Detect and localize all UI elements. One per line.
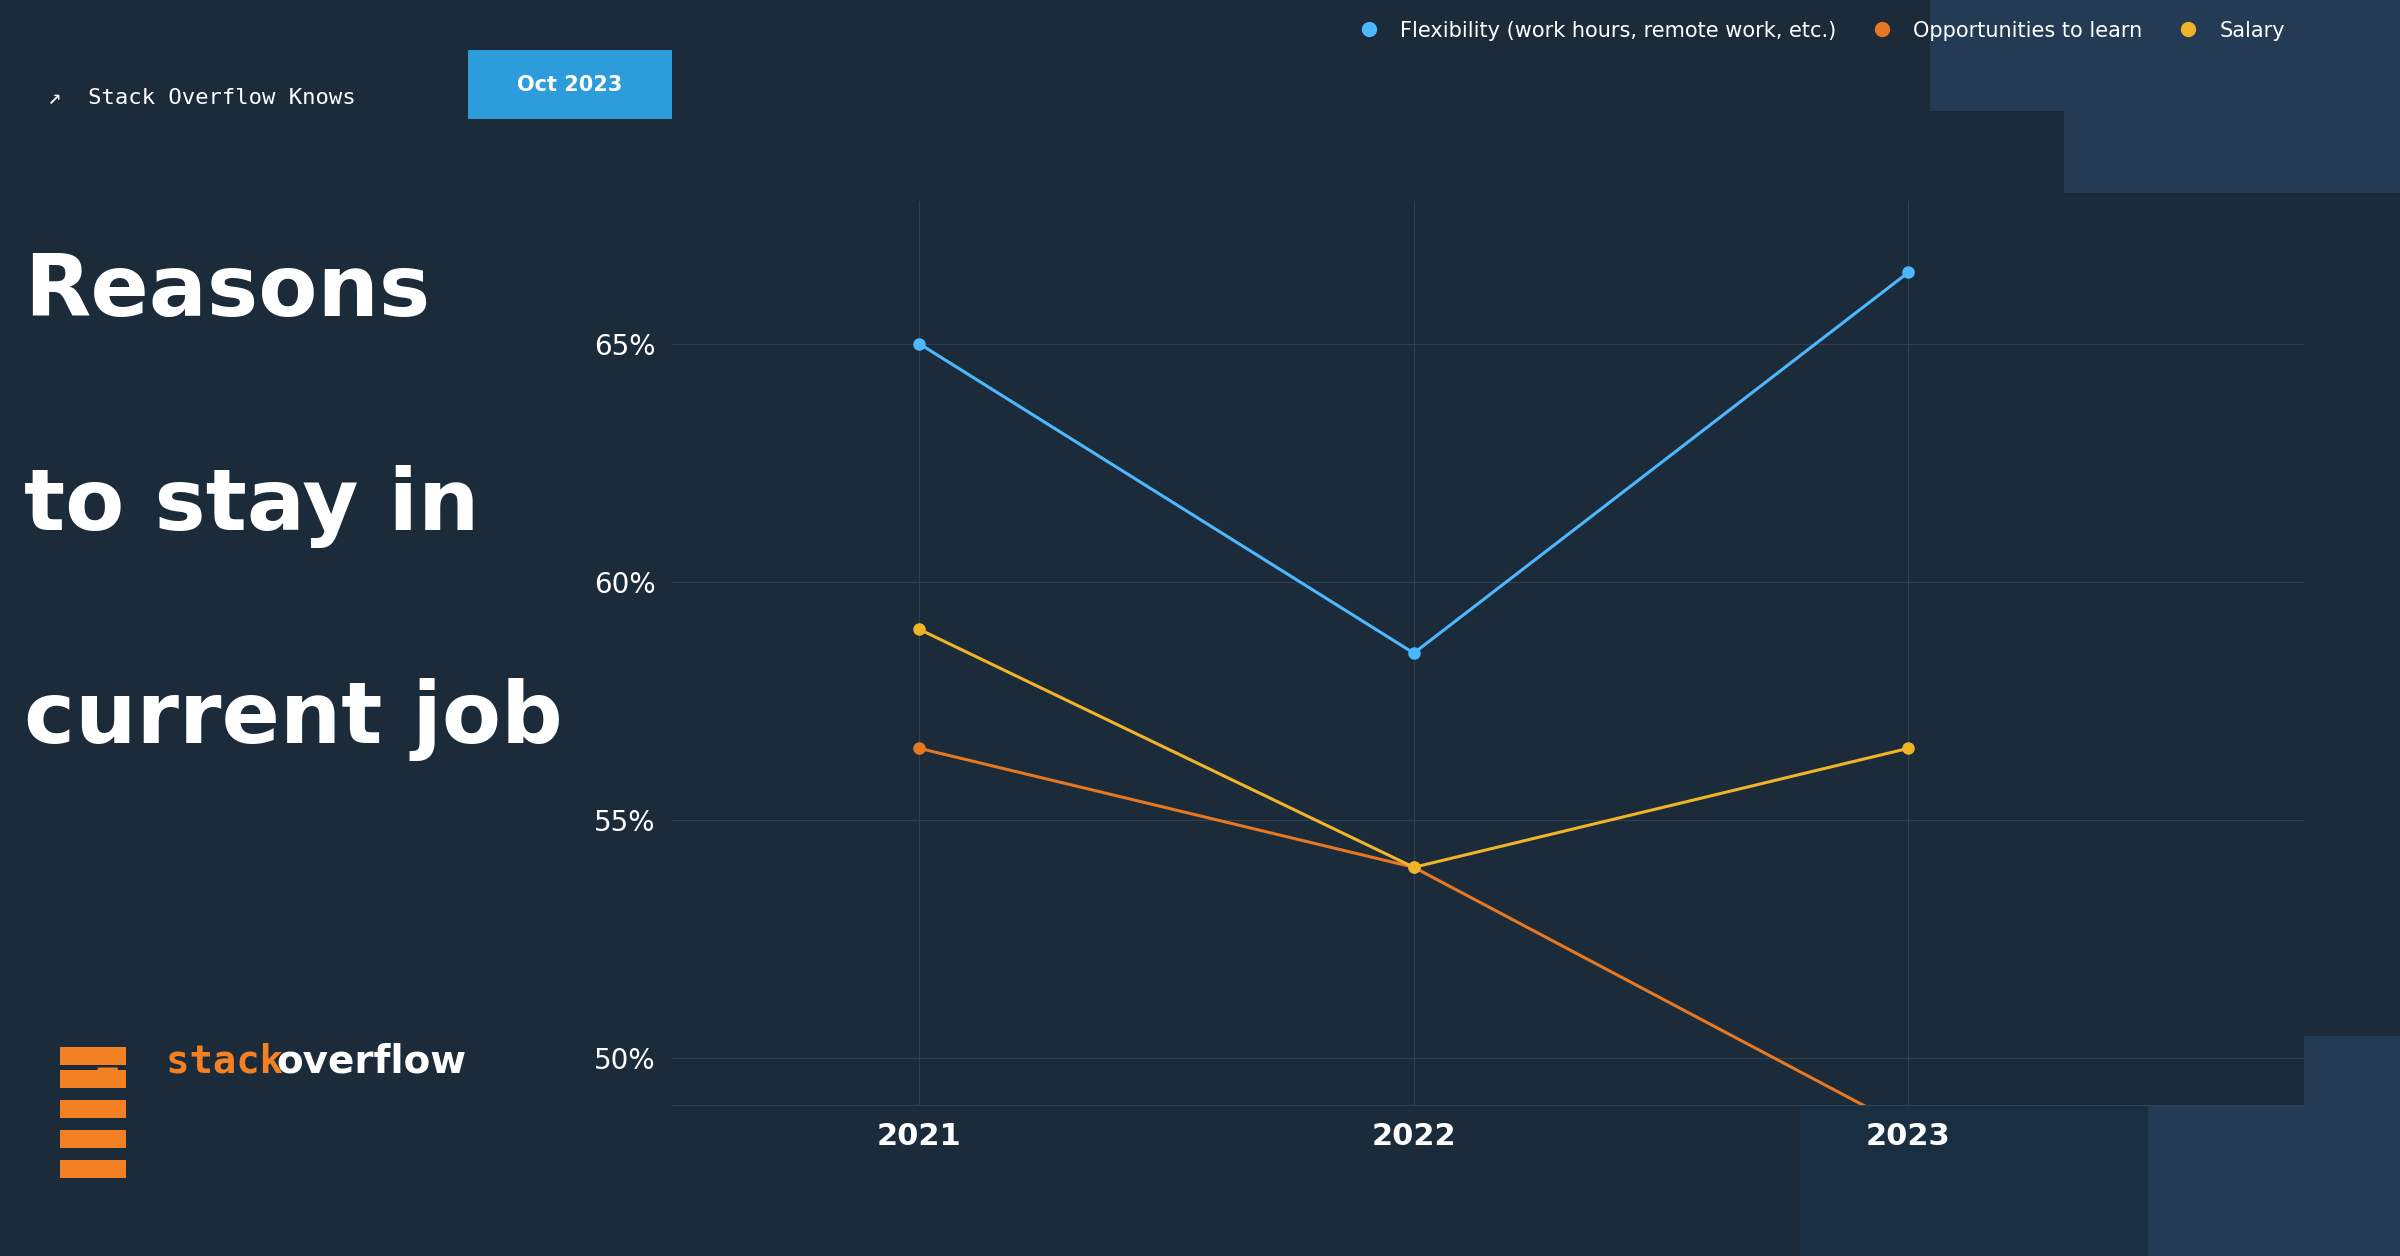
Text: ≡  stack: ≡ stack [96, 1042, 283, 1080]
FancyBboxPatch shape [60, 1130, 127, 1148]
FancyBboxPatch shape [60, 1070, 127, 1088]
Polygon shape [1800, 942, 2148, 1256]
FancyBboxPatch shape [446, 44, 694, 126]
FancyBboxPatch shape [60, 1161, 127, 1178]
Text: current job: current job [24, 678, 562, 761]
Text: Reasons: Reasons [24, 251, 430, 334]
Polygon shape [1800, 942, 2400, 1256]
Legend: Flexibility (work hours, remote work, etc.), Opportunities to learn, Salary: Flexibility (work hours, remote work, et… [1339, 13, 2294, 49]
Text: ↗  Stack Overflow Knows: ↗ Stack Overflow Knows [48, 88, 355, 108]
FancyBboxPatch shape [60, 1100, 127, 1118]
Text: to stay in: to stay in [24, 465, 480, 548]
Polygon shape [1930, 0, 2400, 193]
FancyBboxPatch shape [60, 1048, 127, 1065]
Text: Oct 2023: Oct 2023 [518, 75, 622, 94]
Text: overflow: overflow [276, 1042, 466, 1080]
